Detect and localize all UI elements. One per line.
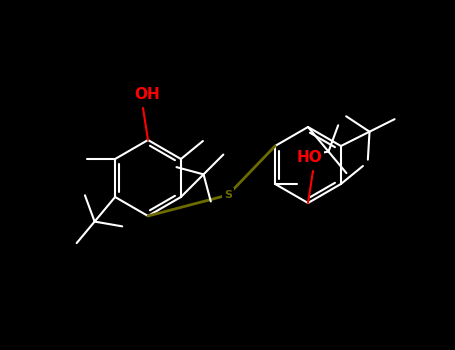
Text: S: S [224,190,232,200]
Text: OH: OH [134,87,160,102]
Text: HO: HO [296,150,322,165]
